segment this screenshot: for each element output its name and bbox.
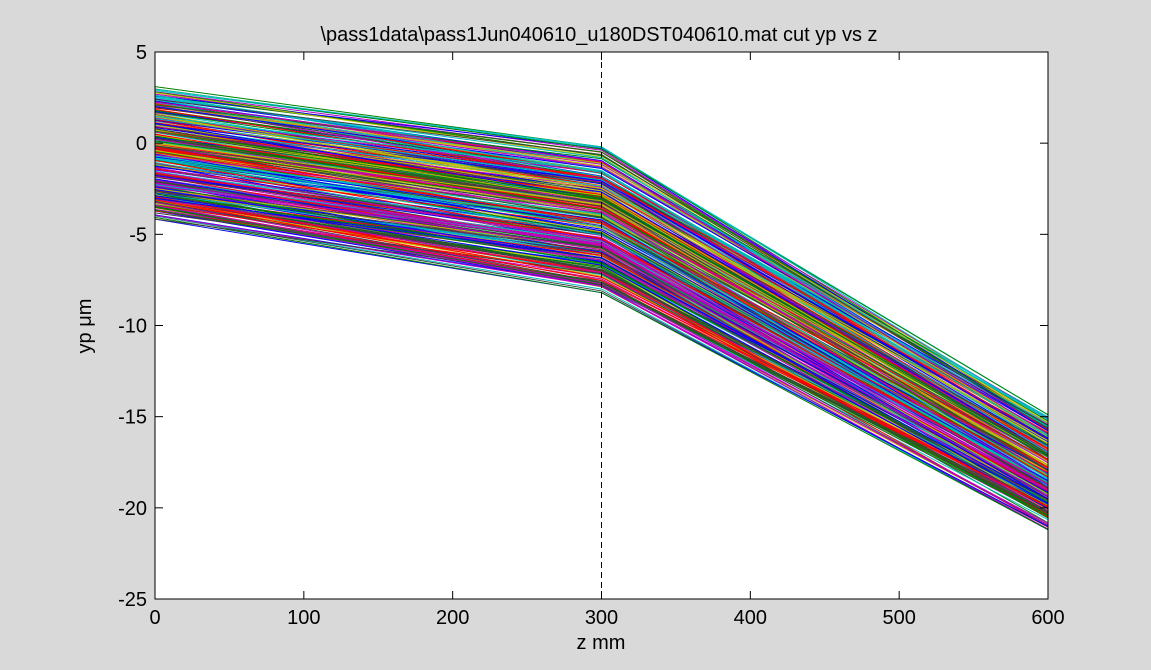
y-tick-label: 0 [136, 133, 147, 155]
axis-ticks: 0 100 200 300 400 500 600 5 0 -5 -10 -15 -20 -25 [118, 42, 1065, 629]
series-lines [154, 86, 1049, 531]
series-line [154, 153, 1049, 482]
x-tick-label: 300 [585, 607, 618, 629]
series-line [154, 101, 1049, 435]
series-line [154, 145, 1049, 471]
series-line [154, 159, 1049, 485]
y-tick-label: -20 [118, 498, 147, 520]
series-line [154, 115, 1049, 437]
series-line [154, 130, 1049, 456]
series-line [154, 199, 1049, 508]
x-tick-label: 400 [734, 607, 767, 629]
x-tick-label: 600 [1031, 607, 1064, 629]
series-line [154, 151, 1049, 478]
series-line [154, 135, 1049, 457]
x-tick-label: 0 [149, 607, 160, 629]
series-line [154, 130, 1049, 456]
series-line [154, 123, 1049, 440]
y-tick-label: -25 [118, 589, 147, 611]
series-line [154, 106, 1049, 427]
series-line [154, 133, 1049, 461]
y-tick-label: -5 [129, 224, 147, 246]
y-tick-label: -15 [118, 407, 147, 429]
y-tick-label: 5 [136, 42, 147, 64]
series-line [154, 181, 1049, 498]
y-axis-label: yp μm [74, 299, 96, 354]
y-tick-label: -10 [118, 316, 147, 338]
x-axis-label: z mm [577, 632, 626, 654]
series-line [154, 190, 1049, 512]
x-tick-label: 500 [882, 607, 915, 629]
x-tick-label: 100 [287, 607, 320, 629]
x-tick-label: 200 [436, 607, 469, 629]
series-line [154, 157, 1049, 471]
series-line [154, 116, 1049, 442]
series-line [154, 118, 1049, 453]
series-line [154, 215, 1049, 531]
series-line [154, 156, 1049, 481]
chart-title: \pass1data\pass1Jun040610_u180DST040610.… [320, 24, 877, 46]
